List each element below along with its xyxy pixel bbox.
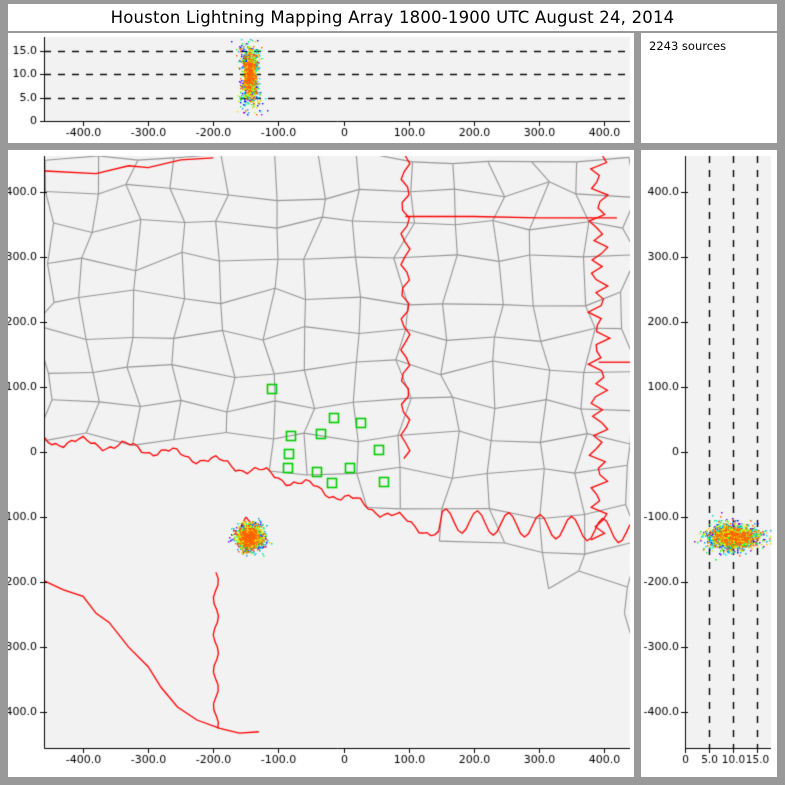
altitude-vs-north-south-plot[interactable] (641, 150, 777, 777)
page-title-text: Houston Lightning Mapping Array 1800-190… (110, 8, 675, 27)
altitude-vs-east-west-panel[interactable] (8, 33, 634, 143)
altitude-vs-north-south-panel[interactable] (641, 150, 777, 777)
source-count-label: 2243 sources (649, 39, 727, 53)
source-count-panel: 2243 sources (641, 33, 777, 143)
altitude-vs-east-west-plot[interactable] (8, 33, 634, 143)
plan-view-map-panel[interactable] (8, 150, 634, 777)
plan-view-map-plot[interactable] (8, 150, 634, 777)
page-title: Houston Lightning Mapping Array 1800-190… (8, 4, 777, 31)
